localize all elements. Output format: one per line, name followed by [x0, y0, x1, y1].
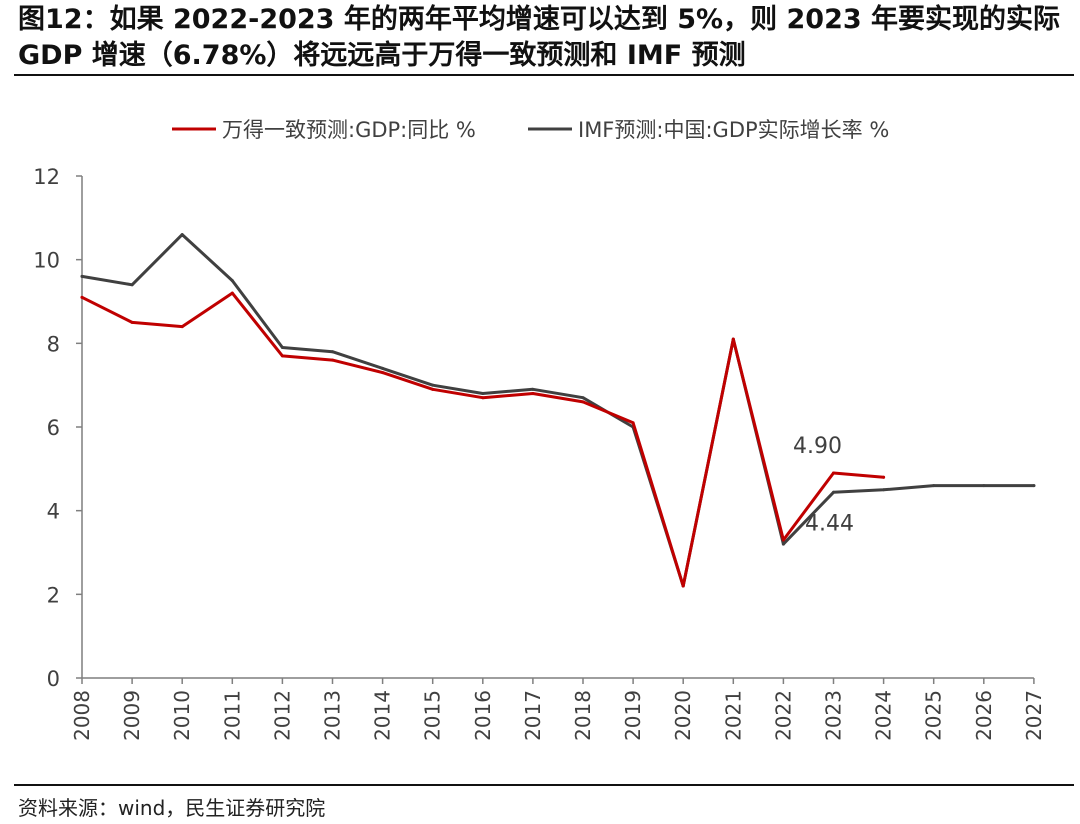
imf-point-2026: [982, 484, 986, 488]
imf-point-2015: [431, 383, 435, 387]
data-label-4-90: 4.90: [793, 434, 842, 459]
x-tick-label: 2019: [621, 690, 645, 741]
x-tick-label: 2012: [270, 690, 294, 741]
imf-point-2012: [280, 346, 284, 350]
y-tick-label: 2: [47, 583, 60, 607]
data-label-4-44: 4.44: [805, 511, 854, 536]
wind-point-2015: [431, 387, 435, 391]
x-tick-label: 2015: [421, 690, 445, 741]
axes: 0 2 4 6 8 10 12 2008 2009 2010 2011 2012 2013 2014 201…: [33, 165, 1046, 741]
y-tick-label: 0: [47, 667, 60, 691]
imf-point-2017: [531, 387, 535, 391]
wind-point-2016: [481, 396, 485, 400]
wind-point-2008: [80, 295, 84, 299]
x-tick-label: 2016: [471, 690, 495, 741]
wind-point-2013: [331, 358, 334, 362]
y-tick-label: 4: [47, 500, 60, 524]
wind-point-2011: [230, 291, 234, 295]
wind-point-2023: [832, 471, 835, 475]
legend-item-wind: 万得一致预测:GDP:同比 %: [172, 118, 476, 142]
imf-point-2016: [481, 392, 485, 396]
y-tick-label: 10: [33, 249, 60, 273]
x-tick-label: 2022: [771, 690, 795, 741]
wind-point-2017: [531, 392, 535, 396]
wind-point-2024: [882, 475, 886, 479]
x-tick-label: 2021: [721, 690, 745, 741]
x-tick-label: 2013: [321, 690, 345, 741]
x-tick-label: 2025: [922, 690, 946, 741]
annotations: 4.90 4.44: [793, 434, 854, 536]
imf-point-2011: [230, 279, 234, 283]
legend-label: IMF预测:中国:GDP实际增长率 %: [578, 118, 889, 142]
x-tick-label: 2027: [1022, 690, 1046, 741]
imf-point-2025: [932, 484, 936, 488]
y-tick-label: 6: [47, 416, 60, 440]
wind-point-2020: [681, 584, 685, 588]
imf-point-2022: [781, 542, 785, 546]
series-group: [80, 233, 1036, 588]
wind-point-2019: [631, 421, 635, 425]
x-tick-label: 2010: [170, 690, 194, 741]
legend: 万得一致预测:GDP:同比 % IMF预测:中国:GDP实际增长率 %: [172, 118, 889, 142]
imf-point-2010: [180, 233, 184, 237]
imf-point-2013: [331, 350, 334, 354]
wind-point-2009: [130, 320, 134, 324]
imf-point-2023: [832, 490, 835, 494]
x-tick-label: 2026: [972, 690, 996, 741]
y-tick-label: 8: [47, 332, 60, 356]
legend-label: 万得一致预测:GDP:同比 %: [222, 118, 476, 142]
imf-point-2009: [130, 283, 134, 287]
series-line-wind: [80, 291, 886, 588]
imf-point-2008: [80, 274, 84, 278]
footer-divider: [14, 784, 1074, 786]
imf-point-2027: [1032, 484, 1036, 488]
wind-point-2014: [381, 371, 385, 375]
wind-point-2018: [581, 400, 585, 404]
x-tick-label: 2017: [521, 690, 545, 741]
series-line-imf: [80, 233, 1036, 588]
wind-point-2010: [180, 325, 184, 329]
source-note: 资料来源：wind，民生证券研究院: [18, 796, 326, 820]
imf-point-2024: [882, 488, 886, 492]
y-tick-label: 12: [33, 165, 60, 189]
x-tick-label: 2009: [120, 690, 144, 741]
x-tick-label: 2020: [671, 690, 695, 741]
chart-title: 图12：如果 2022-2023 年的两年平均增速可以达到 5%，则 2023 …: [18, 4, 1061, 71]
x-tick-label: 2024: [872, 690, 896, 741]
wind-point-2021: [731, 337, 735, 341]
x-tick-label: 2023: [822, 690, 846, 741]
imf-point-2018: [581, 396, 585, 400]
title-divider: [14, 74, 1074, 76]
x-tick-label: 2014: [371, 690, 395, 741]
legend-item-imf: IMF预测:中国:GDP实际增长率 %: [528, 118, 889, 142]
wind-point-2012: [280, 354, 284, 358]
x-tick-label: 2011: [220, 690, 244, 741]
x-tick-label: 2008: [70, 690, 94, 741]
wind-point-2022: [781, 538, 785, 542]
imf-point-2014: [381, 366, 385, 370]
x-tick-label: 2018: [571, 690, 595, 741]
